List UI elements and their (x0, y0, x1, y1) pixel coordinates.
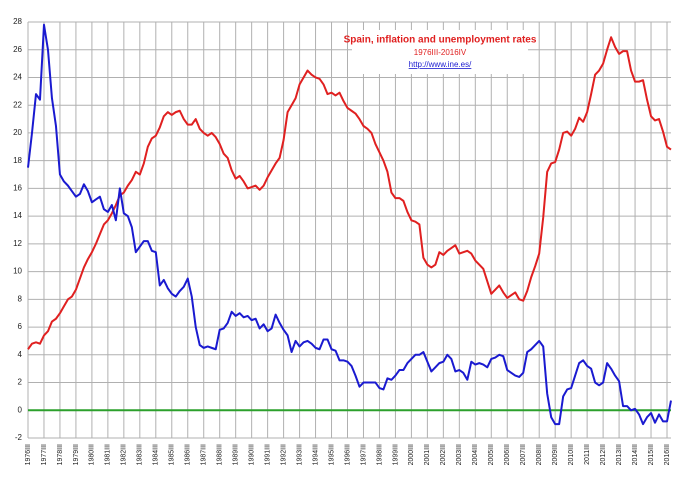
x-tick-label: 1991III (264, 444, 271, 465)
x-tick-label: 1995III (328, 444, 335, 465)
x-tick-label: 1992III (280, 444, 287, 465)
x-tick-label: 2010III (568, 444, 575, 465)
x-tick-label: 2016III (664, 444, 671, 465)
y-tick-label: 26 (13, 45, 22, 54)
x-tick-label: 1982III (121, 444, 128, 465)
x-tick-label: 1985III (169, 444, 176, 465)
y-tick-label: -2 (15, 433, 23, 442)
y-tick-label: 22 (13, 100, 22, 109)
y-tick-label: 18 (13, 156, 22, 165)
x-tick-label: 2003III (456, 444, 463, 465)
x-tick-label: 1987III (201, 444, 208, 465)
series-line (27, 36, 672, 350)
y-tick-label: 28 (13, 17, 22, 26)
x-tick-label: 1976III (25, 444, 32, 465)
x-tick-label: 2001III (424, 444, 431, 465)
x-tick-label: 2015III (648, 444, 655, 465)
series-line (27, 23, 672, 426)
chart-title: Spain, inflation and unemployment rates (344, 35, 537, 46)
x-tick-label: 1988III (217, 444, 224, 465)
x-tick-label: 1998III (376, 444, 383, 465)
y-tick-label: 8 (18, 294, 23, 303)
x-tick-label: 2008III (536, 444, 543, 465)
x-tick-label: 2012III (600, 444, 607, 465)
x-tick-label: 1977III (41, 444, 48, 465)
x-tick-label: 2013III (616, 444, 623, 465)
x-tick-label: 1983III (137, 444, 144, 465)
x-tick-label: 2014III (632, 444, 639, 465)
x-tick-label: 2000III (408, 444, 415, 465)
chart-subtitle: 1976III-2016IV (414, 48, 467, 57)
y-tick-label: 10 (13, 267, 22, 276)
x-tick-label: 2002III (440, 444, 447, 465)
x-tick-label: 1980III (89, 444, 96, 465)
y-tick-label: 2 (18, 378, 23, 387)
x-tick-label: 1994III (312, 444, 319, 465)
x-tick-label: 2005III (488, 444, 495, 465)
x-tick-label: 1978III (57, 444, 64, 465)
x-tick-label: 1981III (105, 444, 112, 465)
x-tick-label: 1996III (344, 444, 351, 465)
x-tick-label: 1990III (248, 444, 255, 465)
x-tick-label: 2007III (520, 444, 527, 465)
y-tick-label: 4 (18, 350, 23, 359)
x-tick-label: 2011III (584, 444, 591, 465)
x-tick-label: 1984III (153, 444, 160, 465)
x-tick-label: 1979III (73, 444, 80, 465)
x-tick-label: 1989III (233, 444, 240, 465)
lines (27, 23, 672, 426)
x-tick-label: 2006III (504, 444, 511, 465)
y-tick-label: 20 (13, 128, 22, 137)
source-link[interactable]: http://www.ine.es/ (409, 60, 472, 69)
y-tick-label: 6 (18, 322, 23, 331)
y-tick-label: 12 (13, 239, 22, 248)
x-tick-label: 1999III (392, 444, 399, 465)
x-tick-label: 1986III (185, 444, 192, 465)
title-box (352, 30, 528, 74)
x-tick-label: 2009III (552, 444, 559, 465)
x-tick-label: 1997III (360, 444, 367, 465)
x-tick-label: 2004III (472, 444, 479, 465)
y-tick-label: 14 (13, 211, 22, 220)
y-tick-label: 16 (13, 184, 22, 193)
y-tick-label: 24 (13, 73, 22, 82)
x-tick-label: 1993III (296, 444, 303, 465)
y-tick-label: 0 (18, 405, 23, 414)
